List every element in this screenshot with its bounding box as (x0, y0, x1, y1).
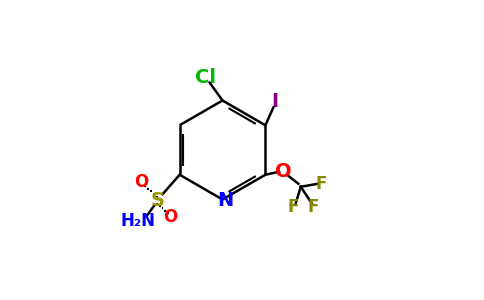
Text: F: F (308, 198, 319, 216)
Text: I: I (272, 92, 278, 111)
Text: O: O (164, 208, 178, 226)
Text: H₂N: H₂N (120, 212, 155, 230)
Text: F: F (287, 198, 299, 216)
Text: S: S (150, 191, 164, 210)
Text: O: O (135, 173, 149, 191)
Text: N: N (217, 191, 233, 211)
Text: Cl: Cl (196, 68, 216, 87)
Text: F: F (316, 175, 327, 193)
Text: O: O (275, 162, 292, 181)
